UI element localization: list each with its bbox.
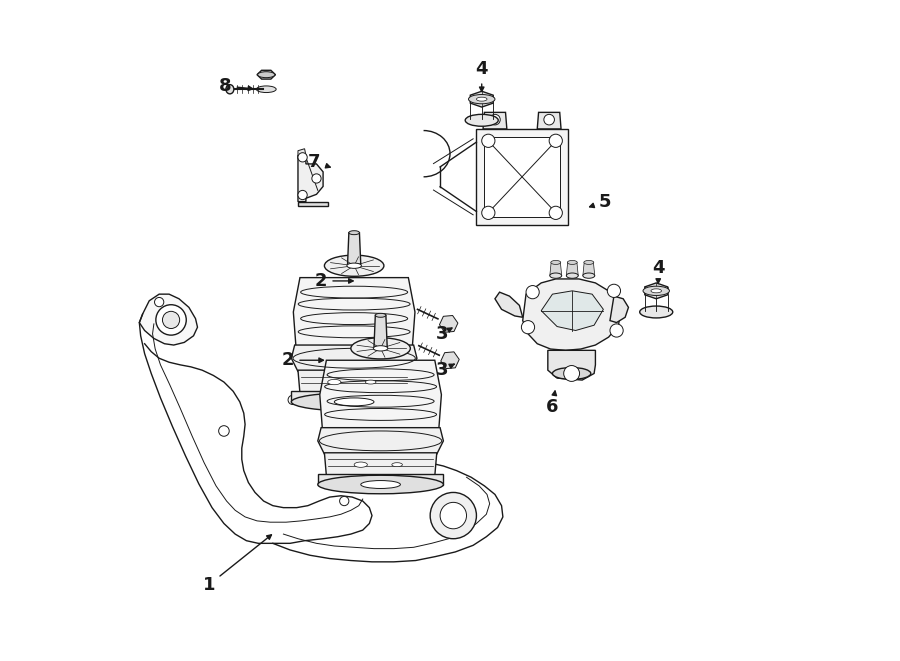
Polygon shape <box>541 291 603 330</box>
Ellipse shape <box>351 338 410 359</box>
Polygon shape <box>476 129 568 225</box>
Circle shape <box>312 174 321 183</box>
Ellipse shape <box>640 306 673 318</box>
Ellipse shape <box>328 379 341 385</box>
Ellipse shape <box>256 86 276 93</box>
Circle shape <box>549 134 562 147</box>
Ellipse shape <box>567 260 577 264</box>
Ellipse shape <box>292 393 417 411</box>
Text: 4: 4 <box>475 60 488 91</box>
Polygon shape <box>583 262 595 276</box>
Circle shape <box>563 366 580 381</box>
Circle shape <box>219 426 230 436</box>
Polygon shape <box>298 202 328 206</box>
Circle shape <box>430 492 476 539</box>
Polygon shape <box>298 155 323 202</box>
Ellipse shape <box>346 263 362 268</box>
Text: 2: 2 <box>315 272 353 290</box>
Polygon shape <box>566 262 578 276</box>
Text: 2: 2 <box>282 351 323 369</box>
Ellipse shape <box>374 346 388 351</box>
Ellipse shape <box>465 114 499 126</box>
Ellipse shape <box>392 463 402 467</box>
Polygon shape <box>484 137 560 217</box>
Polygon shape <box>320 360 441 430</box>
Circle shape <box>608 284 620 297</box>
Ellipse shape <box>469 95 495 104</box>
Circle shape <box>482 206 495 219</box>
Polygon shape <box>347 233 361 264</box>
Ellipse shape <box>365 380 376 384</box>
Polygon shape <box>298 370 410 393</box>
Polygon shape <box>374 315 387 347</box>
Polygon shape <box>140 294 197 345</box>
Polygon shape <box>523 279 620 350</box>
Ellipse shape <box>355 462 367 467</box>
Circle shape <box>155 297 164 307</box>
Ellipse shape <box>584 260 594 264</box>
Text: 6: 6 <box>546 391 559 416</box>
Ellipse shape <box>643 286 670 295</box>
Circle shape <box>490 114 500 125</box>
Circle shape <box>544 114 554 125</box>
Text: 5: 5 <box>590 192 612 211</box>
Ellipse shape <box>361 481 400 488</box>
Circle shape <box>610 324 623 337</box>
Circle shape <box>156 305 186 335</box>
Circle shape <box>298 153 307 162</box>
Ellipse shape <box>651 289 661 293</box>
Text: 3: 3 <box>436 361 454 379</box>
Polygon shape <box>318 474 444 485</box>
Circle shape <box>526 286 539 299</box>
Text: 8: 8 <box>219 77 253 95</box>
Ellipse shape <box>257 71 274 78</box>
Ellipse shape <box>226 85 234 94</box>
Text: 3: 3 <box>436 325 452 343</box>
Ellipse shape <box>318 475 444 494</box>
Ellipse shape <box>476 97 487 101</box>
Text: 1: 1 <box>202 535 272 594</box>
Circle shape <box>549 206 562 219</box>
Ellipse shape <box>349 231 359 235</box>
Polygon shape <box>483 112 507 129</box>
Polygon shape <box>298 149 306 159</box>
Circle shape <box>339 496 349 506</box>
Polygon shape <box>550 262 562 276</box>
Polygon shape <box>293 278 415 347</box>
Polygon shape <box>318 428 444 454</box>
Polygon shape <box>471 91 493 107</box>
Polygon shape <box>644 283 668 299</box>
Circle shape <box>440 502 466 529</box>
Polygon shape <box>292 345 417 371</box>
Polygon shape <box>257 70 275 79</box>
Ellipse shape <box>375 313 386 317</box>
Ellipse shape <box>551 260 561 264</box>
Polygon shape <box>610 296 628 323</box>
Ellipse shape <box>583 273 595 278</box>
Text: 7: 7 <box>308 153 330 171</box>
Circle shape <box>163 311 180 329</box>
Polygon shape <box>495 292 523 317</box>
Ellipse shape <box>566 273 578 278</box>
Text: 4: 4 <box>652 258 664 284</box>
Circle shape <box>288 395 297 405</box>
Polygon shape <box>548 350 596 380</box>
Polygon shape <box>537 112 561 129</box>
Ellipse shape <box>324 255 384 276</box>
Circle shape <box>482 134 495 147</box>
Polygon shape <box>292 391 417 402</box>
Circle shape <box>298 190 307 200</box>
Ellipse shape <box>553 368 590 379</box>
Ellipse shape <box>550 273 562 278</box>
Polygon shape <box>324 453 436 476</box>
Ellipse shape <box>334 398 374 406</box>
Circle shape <box>521 321 535 334</box>
